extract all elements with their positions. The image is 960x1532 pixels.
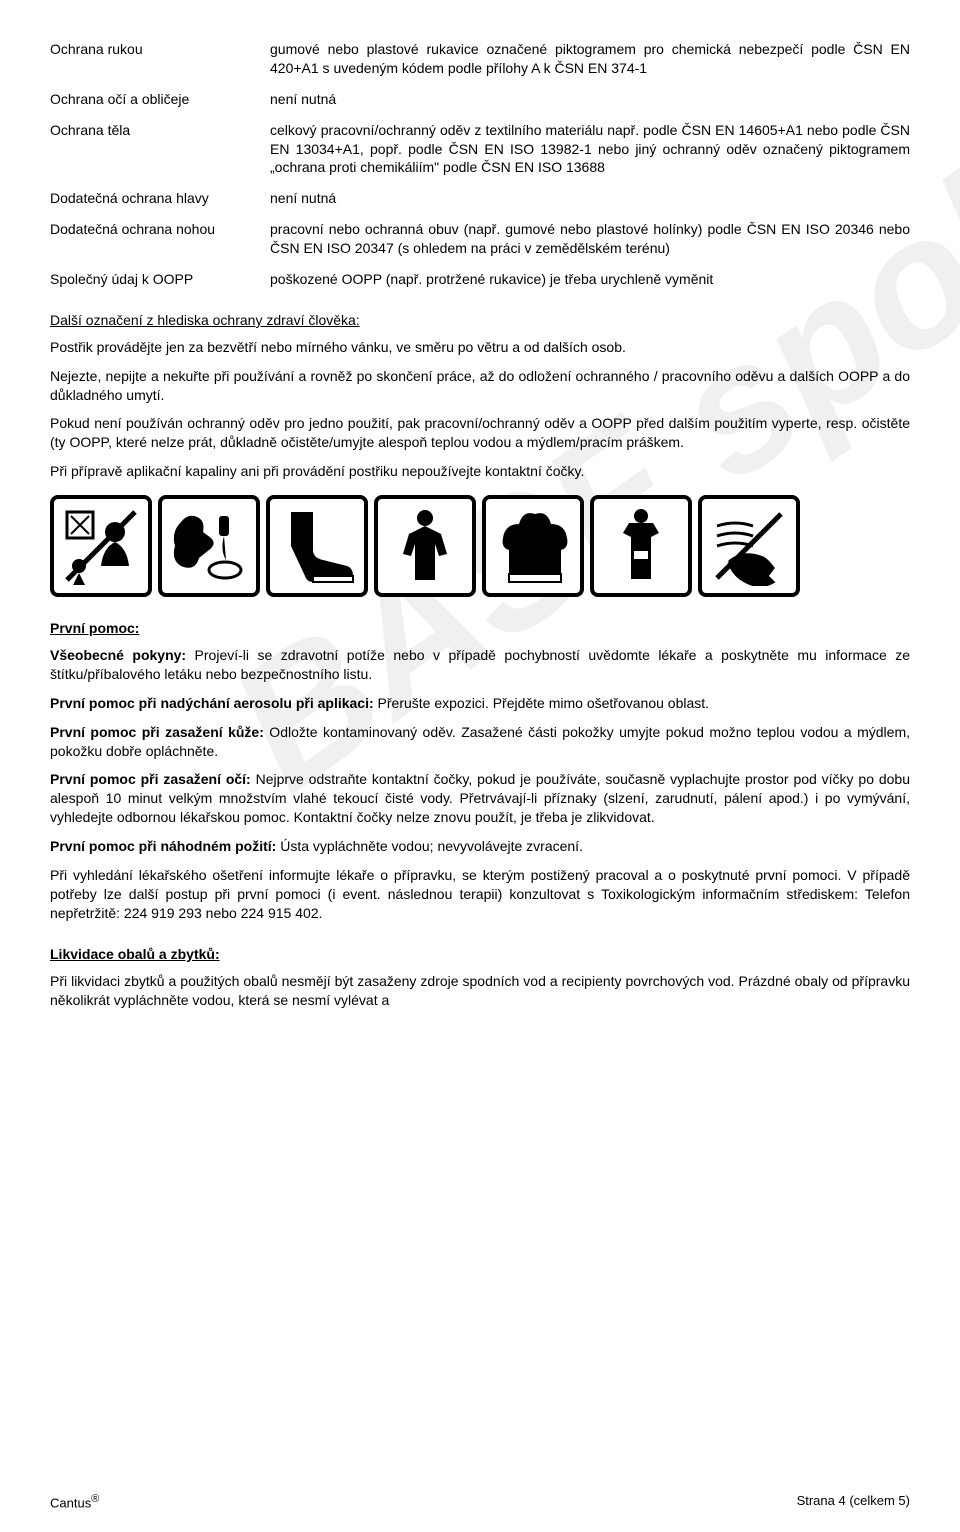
row-label: Ochrana očí a obličeje xyxy=(50,90,270,109)
picto-coverall xyxy=(374,495,476,597)
picto-boots xyxy=(266,495,368,597)
first-aid-paragraph: Všeobecné pokyny: Projeví-li se zdravotn… xyxy=(50,646,910,684)
protection-row: Ochrana očí a obličejenení nutná xyxy=(50,90,910,109)
picto-gloves xyxy=(482,495,584,597)
protection-row: Ochrana tělacelkový pracovní/ochranný od… xyxy=(50,121,910,178)
row-value: poškozené OOPP (např. protržené rukavice… xyxy=(270,270,910,289)
section-first-aid-title: První pomoc: xyxy=(50,619,910,638)
row-value: gumové nebo plastové rukavice označené p… xyxy=(270,40,910,78)
footer-page-number: Strana 4 (celkem 5) xyxy=(797,1492,910,1512)
first-aid-lead: První pomoc při nadýchání aerosolu při a… xyxy=(50,695,374,711)
first-aid-paragraph: První pomoc při nadýchání aerosolu při a… xyxy=(50,694,910,713)
row-value: není nutná xyxy=(270,189,910,208)
picto-fish-crossed xyxy=(698,495,800,597)
picto-keep-out-children xyxy=(50,495,152,597)
row-label: Dodatečná ochrana nohou xyxy=(50,220,270,258)
row-value: celkový pracovní/ochranný oděv z textiln… xyxy=(270,121,910,178)
paragraph: Postřik provádějte jen za bezvětří nebo … xyxy=(50,338,910,357)
first-aid-paragraph: První pomoc při náhodném požití: Ústa vy… xyxy=(50,837,910,856)
paragraph: Nejezte, nepijte a nekuřte při používání… xyxy=(50,367,910,405)
protection-row: Dodatečná ochrana hlavynení nutná xyxy=(50,189,910,208)
protection-row: Společný údaj k OOPPpoškozené OOPP (např… xyxy=(50,270,910,289)
protection-row: Ochrana rukougumové nebo plastové rukavi… xyxy=(50,40,910,78)
section-health-title: Další označení z hlediska ochrany zdraví… xyxy=(50,311,910,330)
first-aid-text: Přerušte expozici. Přejděte mimo ošetřov… xyxy=(374,695,709,711)
paragraph: Pokud není používán ochranný oděv pro je… xyxy=(50,414,910,452)
row-label: Dodatečná ochrana hlavy xyxy=(50,189,270,208)
section-disposal-title: Likvidace obalů a zbytků: xyxy=(50,945,910,964)
first-aid-lead: První pomoc při zasažení očí: xyxy=(50,771,251,787)
pictogram-row xyxy=(50,495,910,597)
first-aid-paragraph: První pomoc při zasažení kůže: Odložte k… xyxy=(50,723,910,761)
first-aid-lead: První pomoc při náhodném požití: xyxy=(50,838,276,854)
row-value: není nutná xyxy=(270,90,910,109)
page-footer: Cantus® Strana 4 (celkem 5) xyxy=(50,1492,910,1512)
row-value: pracovní nebo ochranná obuv (např. gumov… xyxy=(270,220,910,258)
paragraph-first-aid-contact: Při vyhledání lékařského ošetření inform… xyxy=(50,866,910,923)
paragraph-disposal: Při likvidaci zbytků a použitých obalů n… xyxy=(50,972,910,1010)
first-aid-paragraph: První pomoc při zasažení očí: Nejprve od… xyxy=(50,770,910,827)
first-aid-text: Ústa vypláchněte vodou; nevyvolávejte zv… xyxy=(276,838,583,854)
protection-row: Dodatečná ochrana nohoupracovní nebo och… xyxy=(50,220,910,258)
row-label: Společný údaj k OOPP xyxy=(50,270,270,289)
first-aid-lead: První pomoc při zasažení kůže: xyxy=(50,724,264,740)
footer-product-name: Cantus® xyxy=(50,1492,99,1512)
first-aid-lead: Všeobecné pokyny: xyxy=(50,647,186,663)
paragraph: Při přípravě aplikační kapaliny ani při … xyxy=(50,462,910,481)
row-label: Ochrana těla xyxy=(50,121,270,178)
row-label: Ochrana rukou xyxy=(50,40,270,78)
picto-apron xyxy=(590,495,692,597)
page-content: Ochrana rukougumové nebo plastové rukavi… xyxy=(50,40,910,1009)
picto-wash-hands xyxy=(158,495,260,597)
